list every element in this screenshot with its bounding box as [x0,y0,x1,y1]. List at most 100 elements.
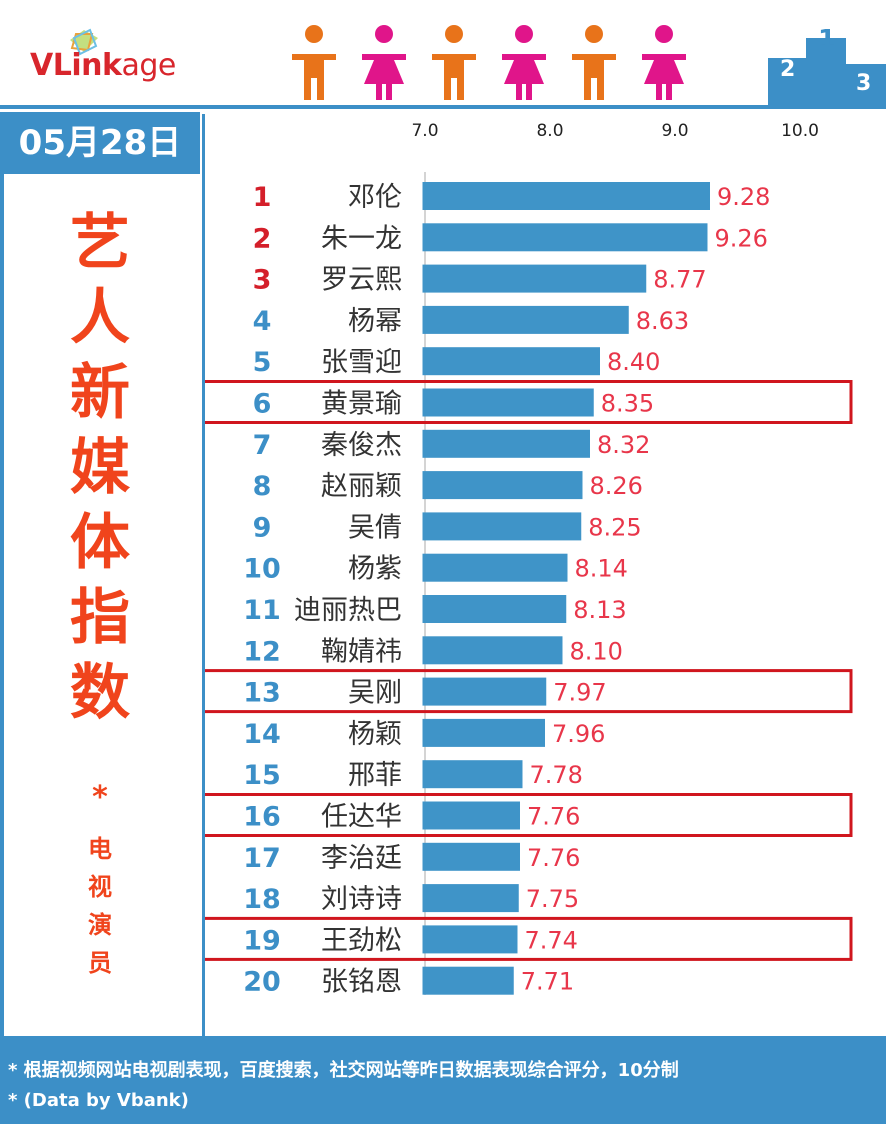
score-label: 9.28 [717,183,770,211]
female-person-icon [362,25,406,100]
subtitle-char: 演 [88,911,112,939]
artist-name: 张铭恩 [321,967,402,998]
subtitle-char: 视 [88,873,112,901]
score-label: 8.10 [570,637,623,665]
podium-label-2: 2 [780,57,795,82]
rank-label: 16 [243,802,281,833]
vlinkage-logo: VLinkage [30,48,176,83]
title-char: 体 [70,508,130,578]
podium-label-3: 3 [856,71,871,96]
people-icons [292,25,686,100]
score-label: 8.14 [575,555,628,583]
rank-label: 18 [243,884,281,915]
artist-name: 刘诗诗 [321,884,402,915]
logo-text-main: VLink [30,48,122,83]
date-badge: 05月28日 [0,112,200,174]
male-person-icon [572,25,616,100]
score-label: 8.63 [636,307,689,335]
female-person-icon [502,25,546,100]
score-label: 8.35 [601,390,654,418]
rank-label: 1 [253,182,272,213]
rank-label: 4 [253,306,272,337]
left-border [0,174,4,1036]
vertical-subtitle: 电 视 演 员 [40,830,160,982]
artist-name: 秦俊杰 [321,430,402,461]
footer-notes: * 根据视频网站电视剧表现，百度搜索，社交网站等昨日数据表现综合评分，10分制 … [0,1036,886,1124]
title-char: 艺 [70,208,130,278]
rank-label: 8 [253,471,272,502]
podium-label-1: 1 [818,25,836,55]
highlight-box [205,793,853,837]
vertical-title: 艺 人 新 媒 体 指 数 [40,206,160,731]
rank-label: 19 [243,925,281,956]
footer-note-source: * (Data by Vbank) [8,1090,189,1111]
male-person-icon [432,25,476,100]
artist-name: 黄景瑜 [321,389,402,420]
artist-name: 王劲松 [321,925,402,956]
artist-name: 李治廷 [321,843,402,874]
score-label: 7.78 [530,761,583,789]
score-bar [422,429,590,458]
artist-name: 任达华 [321,802,402,833]
x-tick-label: 7.0 [411,121,438,141]
rank-label: 7 [253,430,272,461]
score-bar [422,182,710,210]
artist-name: 杨颖 [348,719,402,750]
artist-name: 赵丽颖 [321,471,402,502]
score-bar [422,305,629,334]
score-bar [422,884,519,913]
x-tick-label: 9.0 [661,121,688,141]
podium-icon: 2 1 3 [768,25,886,108]
artist-name: 鞠婧祎 [321,636,402,667]
artist-name: 杨紫 [348,554,402,585]
artist-name: 杨幂 [348,306,402,337]
subtitle-char: 电 [88,835,112,863]
artist-name: 迪丽热巴 [294,595,402,626]
rank-label: 17 [243,843,281,874]
x-tick-label: 8.0 [536,121,563,141]
header-divider [0,105,886,109]
podium-block-2 [768,58,806,108]
rank-label: 14 [243,719,281,750]
score-bar [422,636,563,665]
score-bar [422,677,547,706]
highlight-box [205,380,853,424]
rank-label: 10 [243,554,281,585]
title-char: 数 [70,658,130,728]
artist-name: 邢菲 [348,760,402,791]
artist-name: 张雪迎 [321,347,402,378]
rank-label: 6 [253,389,272,420]
score-label: 7.96 [552,720,605,748]
score-label: 7.97 [553,679,606,707]
rank-label: 12 [243,636,281,667]
ranking-bar-chart: 7.0 8.0 9.0 10.0 1 邓伦 9.28 2 朱一龙 9.26 3 罗云熙 8.77 4 杨幂 8… [205,121,853,998]
score-label: 7.74 [525,926,578,954]
rank-label: 20 [243,967,281,998]
title-char: 指 [70,583,130,653]
score-label: 8.25 [588,513,641,541]
score-label: 7.76 [527,844,580,872]
x-tick-label: 10.0 [781,121,819,141]
rank-label: 3 [253,265,272,296]
score-bar [422,925,518,954]
score-label: 7.76 [527,803,580,831]
podium-block-3 [846,64,886,108]
title-char: 人 [70,283,130,353]
rank-label: 15 [243,760,281,791]
rank-label: 2 [253,223,272,254]
logo-text-rest: age [121,48,176,83]
score-bar [422,223,708,252]
logo-mark-icon [70,28,98,56]
score-label: 8.26 [590,472,643,500]
artist-name: 朱一龙 [321,223,402,254]
rank-label: 11 [243,595,281,626]
score-bar [422,347,600,376]
score-label: 8.13 [573,596,626,624]
title-char: 新 [70,358,130,428]
subtitle-char: 员 [88,949,112,977]
podium-block-1 [806,38,846,108]
score-label: 8.40 [607,348,660,376]
rank-label: 13 [243,678,281,709]
score-label: 8.32 [597,431,650,459]
rank-label: 5 [253,347,272,378]
